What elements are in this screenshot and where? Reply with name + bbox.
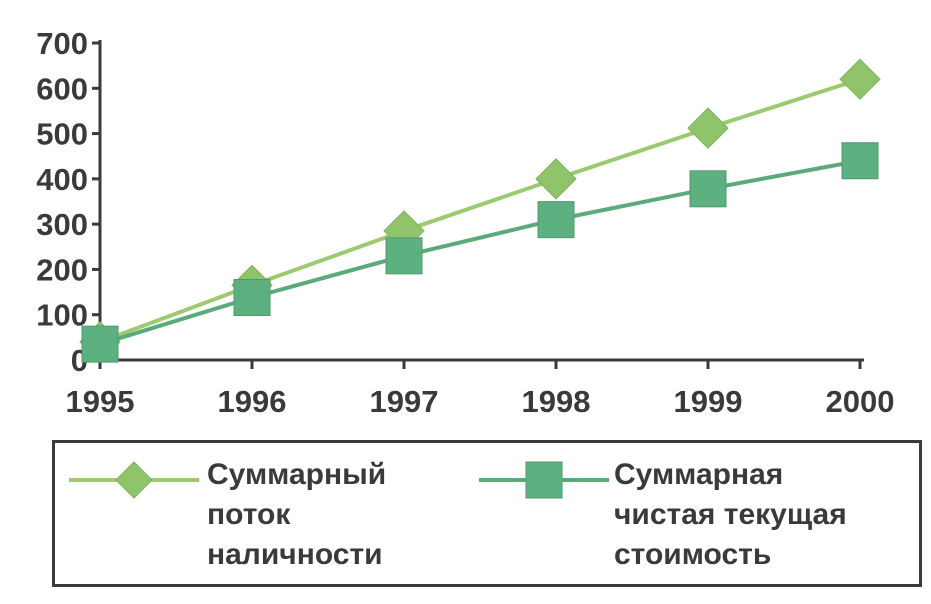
legend-marker-square-icon: [479, 461, 609, 499]
data-point-diamond: [535, 158, 577, 200]
x-tick-label: 1999: [674, 384, 743, 419]
legend-label-line: Суммарный: [207, 458, 387, 491]
legend-item-cash-flow: Суммарный поток наличности: [69, 443, 449, 583]
legend-label-npv: Суммарная чистая текущая стоимость: [614, 455, 847, 575]
data-point-square: [385, 237, 423, 275]
x-tick-labels: 1995 1996 1997 1998 1999 2000: [66, 384, 895, 419]
legend-label-line: стоимость: [614, 538, 772, 571]
y-tick-label: 400: [36, 162, 88, 197]
legend-label-cash-flow: Суммарный поток наличности: [207, 455, 386, 575]
data-point-square: [841, 142, 879, 180]
series-line: [99, 77, 861, 344]
x-tick-label: 1996: [218, 384, 287, 419]
x-tick-label: 1997: [370, 384, 439, 419]
axes: [92, 40, 864, 369]
y-tick-label: 700: [36, 26, 88, 61]
legend-marker-diamond-icon: [69, 461, 199, 499]
series-0: [79, 58, 881, 363]
data-point-diamond: [839, 58, 881, 100]
legend-item-npv: Суммарная чистая текущая стоимость: [479, 443, 919, 583]
data-point-square: [233, 279, 271, 317]
x-tick-label: 1995: [66, 384, 135, 419]
legend-label-line: Суммарная: [614, 458, 784, 491]
x-tick-label: 2000: [826, 384, 895, 419]
data-point-square: [537, 201, 575, 239]
data-point-square: [689, 170, 727, 208]
x-tick-label: 1998: [522, 384, 591, 419]
y-tick-label: 200: [36, 252, 88, 287]
data-point-square: [81, 325, 119, 363]
series-line: [99, 158, 861, 347]
legend-label-line: поток: [207, 498, 291, 531]
data-point-diamond: [687, 107, 729, 149]
legend-label-line: чистая текущая: [614, 498, 847, 531]
y-tick-label: 100: [36, 298, 88, 333]
y-tick-label: 300: [36, 207, 88, 242]
legend-label-line: наличности: [207, 538, 383, 571]
y-tick-label: 500: [36, 117, 88, 152]
series-layer: [79, 58, 881, 363]
series-1: [81, 142, 879, 363]
legend: Суммарный поток наличности Суммарная чис…: [52, 440, 922, 587]
y-tick-label: 600: [36, 71, 88, 106]
